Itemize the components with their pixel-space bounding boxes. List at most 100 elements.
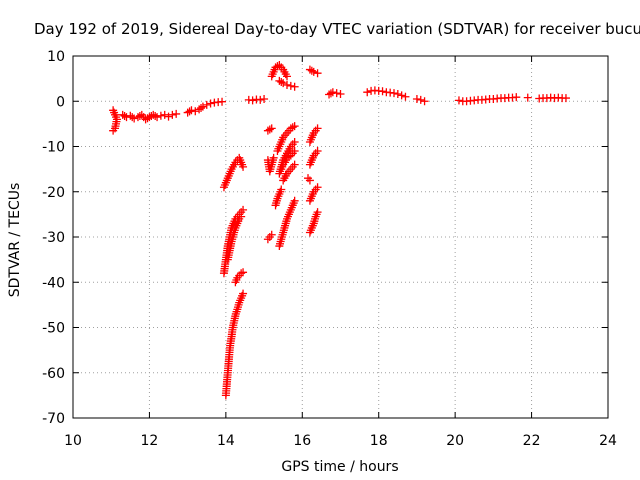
- data-point: [265, 125, 274, 134]
- y-axis-label: SDTVAR / TECUs: [7, 183, 23, 298]
- data-point: [284, 152, 293, 161]
- data-point: [160, 110, 169, 119]
- x-tick-label: 16: [293, 433, 311, 449]
- satellite-trace-27: [325, 88, 345, 99]
- grid-lines: [73, 56, 608, 418]
- y-tick-label: -30: [42, 230, 65, 246]
- data-point: [191, 107, 200, 116]
- y-tick-label: -70: [42, 411, 65, 427]
- data-point: [237, 212, 246, 221]
- data-point: [290, 137, 299, 146]
- data-point: [420, 97, 429, 106]
- data-point: [313, 183, 322, 192]
- data-point: [309, 67, 318, 76]
- data-point: [153, 113, 162, 122]
- data-points: [109, 61, 570, 400]
- satellite-trace-9: [221, 289, 248, 400]
- data-point: [397, 91, 406, 100]
- satellite-trace-1: [109, 106, 121, 135]
- data-point: [313, 124, 322, 133]
- data-point: [239, 268, 248, 277]
- data-point: [283, 72, 291, 81]
- satellite-trace-21: [305, 65, 322, 78]
- data-point: [202, 100, 211, 109]
- x-tick-label: 24: [599, 433, 617, 449]
- data-point: [328, 88, 337, 97]
- data-point: [305, 176, 314, 185]
- data-point: [336, 90, 345, 99]
- satellite-trace-31: [523, 93, 532, 102]
- y-tick-label: 0: [56, 94, 65, 110]
- data-point: [164, 112, 173, 121]
- data-point: [313, 147, 322, 156]
- data-point: [218, 97, 227, 106]
- data-point: [286, 81, 295, 90]
- data-point: [307, 66, 316, 75]
- data-point: [267, 230, 276, 239]
- x-tick-label: 18: [370, 433, 388, 449]
- data-point: [172, 109, 181, 118]
- data-point: [277, 185, 286, 194]
- satellite-trace-26: [305, 208, 322, 237]
- y-tick-label: -60: [42, 366, 65, 382]
- data-point: [378, 87, 387, 96]
- data-point: [277, 78, 286, 87]
- satellite-trace-11: [263, 153, 278, 176]
- data-point: [197, 104, 206, 113]
- x-tick-label: 14: [217, 433, 235, 449]
- data-point: [156, 111, 165, 120]
- satellite-trace-12: [263, 230, 276, 244]
- satellite-trace-25: [305, 183, 322, 205]
- satellite-trace-30: [454, 93, 521, 106]
- data-point: [454, 96, 463, 105]
- x-tick-label: 10: [64, 433, 82, 449]
- data-point: [168, 110, 177, 119]
- data-point: [269, 153, 278, 162]
- satellite-trace-20: [271, 185, 286, 210]
- y-tick-label: -50: [42, 321, 65, 337]
- data-point: [109, 126, 118, 135]
- data-point: [393, 90, 402, 99]
- satellite-trace-23: [305, 147, 322, 169]
- satellite-trace-14: [275, 76, 299, 91]
- y-tick-label: -10: [42, 140, 65, 156]
- data-point: [283, 80, 291, 89]
- data-point: [363, 88, 372, 97]
- data-point: [390, 89, 398, 98]
- satellite-trace-17: [277, 147, 299, 174]
- x-tick-label: 22: [523, 433, 541, 449]
- satellite-trace-32: [535, 93, 570, 103]
- data-point: [239, 205, 248, 214]
- x-axis-label: GPS time / hours: [281, 459, 398, 475]
- data-point: [273, 62, 282, 71]
- data-point: [401, 92, 410, 101]
- satellite-trace-15: [273, 122, 299, 156]
- satellite-trace-22: [305, 124, 322, 146]
- data-point: [237, 269, 246, 278]
- satellite-trace-4: [244, 94, 269, 105]
- data-point: [130, 114, 139, 123]
- data-point: [290, 160, 299, 169]
- satellite-trace-28: [363, 86, 410, 101]
- data-point: [290, 147, 299, 156]
- data-point: [288, 123, 297, 132]
- data-point: [313, 69, 322, 78]
- satellite-trace-8: [231, 268, 248, 287]
- data-point: [206, 99, 215, 108]
- satellite-trace-7: [223, 212, 246, 264]
- data-point: [412, 94, 421, 103]
- data-point: [512, 93, 521, 102]
- data-point: [561, 94, 570, 103]
- satellite-trace-24: [304, 174, 314, 185]
- axis-ticks: 10 12 14 16 18 20 22 24 -70 -60 -50 -40 -30 -20 -10 0 10: [42, 49, 617, 449]
- data-point: [135, 111, 144, 120]
- data-point: [187, 106, 196, 115]
- data-point: [256, 95, 265, 104]
- chart-title: Day 192 of 2019, Sidereal Day-to-day VTE…: [34, 20, 640, 38]
- data-point: [290, 122, 299, 131]
- y-tick-label: -40: [42, 275, 65, 291]
- data-point: [290, 82, 299, 91]
- x-tick-label: 12: [141, 433, 159, 449]
- y-tick-label: -20: [42, 185, 65, 201]
